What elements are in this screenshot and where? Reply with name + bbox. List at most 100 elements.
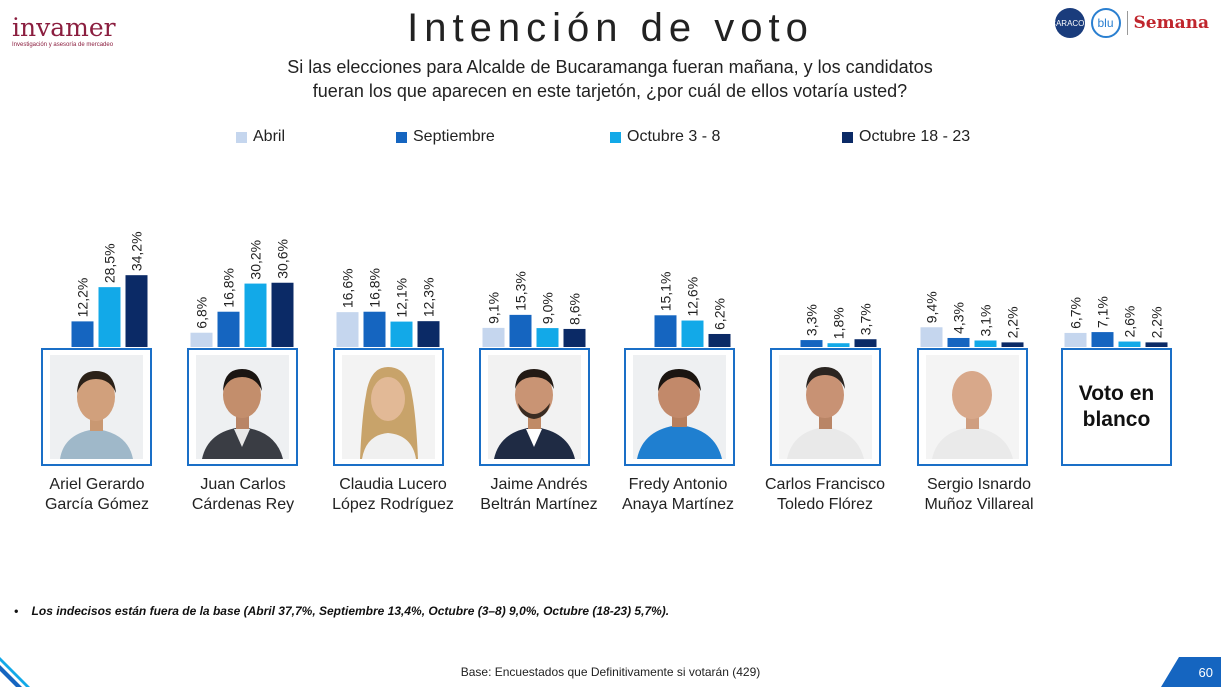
data-label-septiembre-6: 3,3% (804, 304, 820, 336)
candidate-name-line-1: Jaime Andrés (490, 476, 588, 493)
legend-item-septiembre: Septiembre (396, 128, 495, 146)
candidate-photo-3 (342, 355, 435, 459)
invamer-logo: invamer Investigación y asesoría de merc… (12, 14, 122, 49)
legend-swatch-abril (236, 131, 247, 143)
data-label-abril-7: 9,4% (924, 291, 940, 323)
blu-radio-logo: blu (1090, 8, 1121, 38)
data-label-octubre-3-8-3: 12,1% (394, 278, 410, 318)
data-label-abril-8: 6,7% (1068, 297, 1084, 329)
bar-octubre-18-23-3 (417, 321, 440, 347)
data-label-septiembre-8: 7,1% (1095, 296, 1111, 328)
candidate-card-7 (917, 348, 1028, 466)
legend-item-octubre-3-8: Octubre 3 - 8 (610, 128, 720, 146)
data-label-abril-2: 6,8% (194, 297, 210, 329)
data-label-octubre-3-8-8: 2,6% (1122, 306, 1138, 338)
data-label-octubre-3-8-7: 3,1% (978, 305, 994, 337)
bar-abril-7 (920, 327, 943, 347)
candidate-card-5 (624, 348, 735, 466)
data-label-septiembre-3: 16,8% (367, 268, 383, 308)
legend-item-abril: Abril (236, 128, 285, 146)
base-note: Base: Encuestados que Definitivamente si… (460, 665, 761, 679)
bar-abril-8 (1064, 332, 1087, 347)
page-title: Intención de voto (407, 6, 814, 50)
blank-vote-label: Voto en blanco (1079, 381, 1154, 433)
bar-septiembre-2 (217, 311, 240, 347)
blank-vote-line-1: Voto en (1078, 382, 1155, 405)
candidate-name-line-2: Cárdenas Rey (191, 496, 295, 513)
data-label-octubre-3-8-4: 9,0% (540, 292, 556, 324)
data-label-octubre-18-23-7: 2,2% (1005, 306, 1021, 338)
data-label-octubre-3-8-1: 28,5% (102, 243, 118, 283)
logo-divider (1126, 11, 1128, 35)
bar-septiembre-8 (1091, 332, 1114, 347)
candidate-name-5: Fredy Antonio Anaya Martínez (603, 475, 753, 515)
bar-octubre-18-23-1 (125, 275, 148, 347)
chart-legend: Abril Septiembre Octubre 3 - 8 Octubre 1… (0, 128, 1221, 148)
blank-vote-card: Voto en blanco (1061, 348, 1172, 466)
data-label-septiembre-5: 15,1% (658, 272, 674, 312)
vote-intention-bar-chart: 12,2% 28,5% 34,2% 6,8% 16,8% 30,2% 30,6% 16,6% 1… (71, 231, 1168, 347)
footnote-bullet: • (14, 604, 19, 618)
bar-septiembre-6 (800, 340, 823, 347)
candidate-name-line-1: Claudia Lucero (339, 476, 447, 493)
bar-octubre-18-23-6 (854, 339, 877, 347)
data-label-octubre-18-23-8: 2,2% (1149, 306, 1165, 338)
bar-octubre-18-23-7 (1001, 342, 1024, 347)
candidate-photo-4 (488, 355, 581, 459)
legend-label-octubre-3-8: Octubre 3 - 8 (627, 128, 721, 145)
candidate-name-line-2: Beltrán Martínez (480, 496, 598, 513)
bar-abril-4 (482, 327, 505, 347)
candidate-photo-1 (50, 355, 143, 459)
question-text: Si las elecciones para Alcalde de Bucara… (200, 55, 1020, 103)
data-label-octubre-18-23-3: 12,3% (421, 277, 437, 317)
legend-item-octubre-18-23: Octubre 18 - 23 (842, 128, 970, 146)
candidate-name-6: Carlos Francisco Toledo Flórez (750, 475, 900, 515)
data-label-octubre-3-8-2: 30,2% (248, 240, 264, 280)
data-label-septiembre-4: 15,3% (513, 271, 529, 311)
question-line-1: Si las elecciones para Alcalde de Bucara… (287, 57, 933, 77)
data-label-septiembre-1: 12,2% (75, 278, 91, 318)
corner-decoration (0, 657, 30, 687)
bar-octubre-3-8-3 (390, 321, 413, 347)
bar-abril-3 (336, 312, 359, 347)
bar-octubre-18-23-8 (1145, 342, 1168, 347)
data-label-abril-4: 9,1% (486, 292, 502, 324)
data-label-octubre-18-23-5: 6,2% (712, 298, 728, 330)
data-label-septiembre-7: 4,3% (951, 302, 967, 334)
bar-octubre-3-8-1 (98, 287, 121, 347)
candidate-name-line-1: Juan Carlos (200, 476, 286, 493)
bar-septiembre-3 (363, 311, 386, 347)
candidate-name-line-2: Anaya Martínez (621, 496, 735, 513)
bar-octubre-3-8-4 (536, 328, 559, 347)
candidate-name-2: Juan Carlos Cárdenas Rey (168, 475, 318, 515)
legend-label-abril: Abril (253, 128, 286, 145)
candidate-name-line-1: Ariel Gerardo (49, 476, 145, 493)
candidate-card-2 (187, 348, 298, 466)
bar-abril-2 (190, 332, 213, 347)
bar-septiembre-1 (71, 321, 94, 347)
candidate-name-line-2: Muñoz Villareal (924, 496, 1034, 513)
bar-octubre-3-8-6 (827, 343, 850, 347)
candidate-name-line-1: Sergio Isnardo (926, 476, 1032, 493)
footnote-text: Los indecisos están fuera de la base (Ab… (31, 604, 670, 618)
semana-logo: Semana (1133, 13, 1209, 33)
legend-swatch-octubre-3-8 (610, 131, 621, 143)
bar-octubre-3-8-8 (1118, 341, 1141, 347)
candidate-name-line-2: López Rodríguez (332, 496, 454, 513)
candidate-photo-2 (196, 355, 289, 459)
candidate-name-line-1: Fredy Antonio (628, 476, 728, 493)
bar-septiembre-7 (947, 337, 970, 347)
data-label-octubre-18-23-1: 34,2% (129, 231, 145, 271)
data-label-octubre-3-8-5: 12,6% (685, 277, 701, 317)
legend-swatch-octubre-18-23 (842, 131, 853, 143)
bar-octubre-3-8-2 (244, 283, 267, 347)
candidate-name-1: Ariel Gerardo García Gómez (22, 475, 172, 515)
partner-logos: CARACOL blu Semana (1050, 8, 1209, 38)
legend-label-septiembre: Septiembre (413, 128, 495, 145)
data-label-octubre-18-23-6: 3,7% (858, 303, 874, 335)
caracol-logo: CARACOL (1050, 8, 1089, 38)
data-label-octubre-18-23-4: 8,6% (567, 293, 583, 325)
undecided-footnote: • Los indecisos están fuera de la base (… (14, 604, 669, 618)
candidate-name-line-2: García Gómez (44, 496, 150, 513)
bar-septiembre-5 (654, 315, 677, 347)
